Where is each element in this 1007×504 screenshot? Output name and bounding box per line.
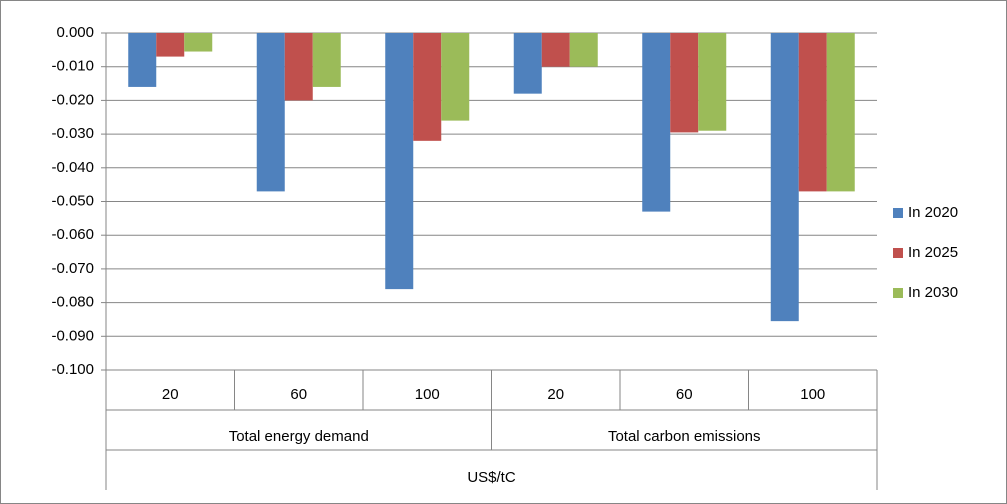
bar xyxy=(698,33,727,131)
legend-swatch xyxy=(893,288,903,298)
x-tick-label: 100 xyxy=(415,386,440,403)
y-tick-label: -0.100 xyxy=(51,361,94,378)
y-tick-label: -0.090 xyxy=(51,327,94,344)
category-group-label: Total energy demand xyxy=(229,428,369,445)
bar xyxy=(156,33,185,57)
bar xyxy=(541,33,570,67)
y-tick-label: -0.030 xyxy=(51,125,94,142)
category-group-label: Total carbon emissions xyxy=(608,428,761,445)
x-tick-label: 20 xyxy=(547,386,564,403)
bar xyxy=(642,33,671,212)
y-tick-label: -0.050 xyxy=(51,192,94,209)
bar xyxy=(770,33,799,322)
x-tick-label: 60 xyxy=(676,386,693,403)
legend-label: In 2030 xyxy=(908,284,958,301)
bar xyxy=(826,33,855,192)
bar xyxy=(798,33,827,192)
bar xyxy=(385,33,414,290)
x-tick-label: 20 xyxy=(162,386,179,403)
y-tick-label: -0.040 xyxy=(51,159,94,176)
bar xyxy=(184,33,213,52)
legend-label: In 2025 xyxy=(908,244,958,261)
y-tick-label: 0.000 xyxy=(56,24,94,41)
bar xyxy=(413,33,442,141)
y-tick-label: -0.060 xyxy=(51,226,94,243)
y-tick-label: -0.010 xyxy=(51,58,94,75)
y-tick-label: -0.020 xyxy=(51,91,94,108)
bar xyxy=(441,33,470,121)
bar xyxy=(569,33,598,67)
bar xyxy=(670,33,699,133)
bar xyxy=(128,33,157,87)
x-tick-label: 60 xyxy=(290,386,307,403)
bar xyxy=(284,33,313,101)
legend-swatch xyxy=(893,208,903,218)
legend-swatch xyxy=(893,248,903,258)
bar xyxy=(256,33,285,192)
bar xyxy=(312,33,341,87)
bar xyxy=(513,33,542,94)
x-axis-title: US$/tC xyxy=(467,469,516,486)
x-tick-label: 100 xyxy=(800,386,825,403)
y-tick-label: -0.080 xyxy=(51,294,94,311)
y-tick-label: -0.070 xyxy=(51,260,94,277)
legend-label: In 2020 xyxy=(908,204,958,221)
